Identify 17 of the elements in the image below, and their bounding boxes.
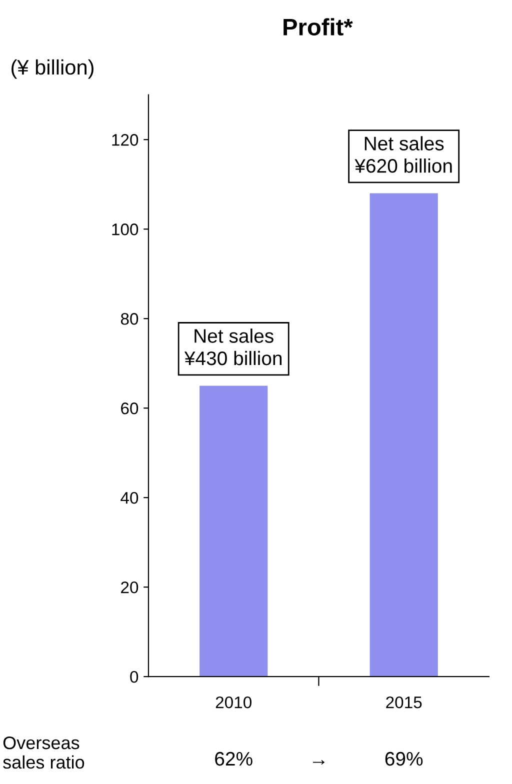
text: 62%: [215, 752, 252, 766]
annotation: Net sales ¥430 billion: [184, 328, 282, 366]
x-tick-label: 2015: [386, 696, 422, 708]
text: →: [312, 760, 324, 765]
text: 69%: [385, 752, 423, 766]
annotation: Net sales ¥620 billion: [354, 136, 452, 173]
y-tick-label: 120: [112, 134, 138, 146]
y-tick-label: 40: [120, 492, 138, 504]
chart-title: Profit*: [284, 18, 353, 36]
y-tick-label: 60: [121, 402, 138, 414]
text: Overseas sales ratio: [3, 736, 84, 769]
y-tick-label: 100: [112, 224, 138, 236]
y-axis-title: (¥ billion): [12, 59, 94, 79]
x-tick-label: 2010: [216, 696, 252, 708]
y-tick-label: 80: [120, 313, 138, 325]
y-tick-label: 0: [130, 670, 138, 683]
y-tick-label: 20: [121, 581, 138, 594]
